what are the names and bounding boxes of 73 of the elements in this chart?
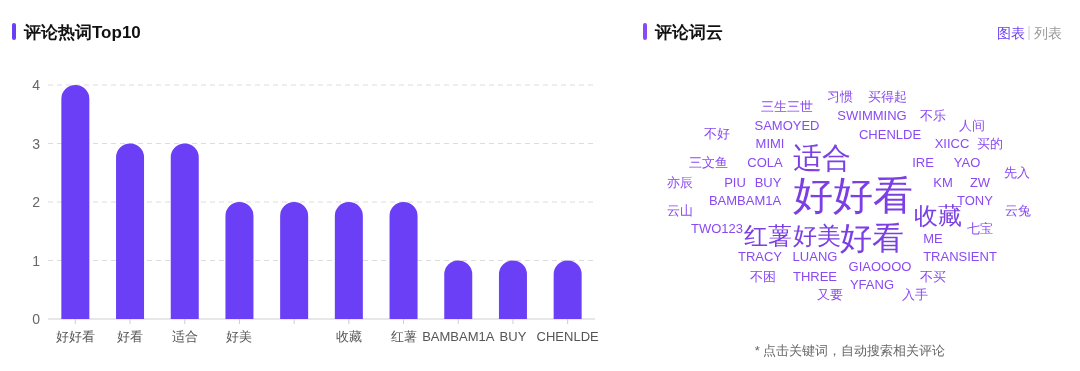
category-label: 云兔	[1005, 203, 1031, 218]
x-tick-label: 好美	[226, 329, 253, 344]
category-label: 买的	[977, 136, 1003, 151]
text: * 点击关键词，自动搜索相关评论	[754, 343, 946, 358]
category-label: 红薯	[744, 222, 792, 249]
category-label: BAMBAM1A	[708, 193, 782, 208]
x-tick-label: BUY	[499, 329, 527, 344]
x-tick-label: 好好看	[55, 329, 95, 344]
category-label: 习惯	[827, 89, 853, 104]
category-label: GIAOOOO	[848, 259, 912, 274]
bar	[280, 202, 309, 319]
category-label: 先入	[1004, 165, 1030, 180]
y-tick-label: 0	[32, 311, 41, 327]
category-label: THREE	[792, 269, 838, 284]
bar	[498, 260, 527, 319]
category-label: TRANSIENT	[923, 249, 997, 264]
category-label: 适合	[793, 142, 851, 174]
category-label: MIMI	[755, 136, 785, 151]
x-tick-label: 好看	[117, 329, 144, 344]
text: 图表	[997, 25, 1025, 41]
category-label: 好美	[793, 222, 841, 249]
bar	[170, 143, 199, 319]
category-label: 七宝	[967, 221, 993, 236]
bar	[225, 202, 254, 319]
category-label: TRACY	[737, 249, 783, 264]
x-tick-label: BAMBAM1A	[422, 329, 495, 344]
category-label: 三生三世	[761, 99, 813, 114]
category-label: YAO	[953, 155, 981, 170]
y-tick-label: 2	[32, 194, 41, 210]
chart-title: 评论热词Top10	[23, 23, 141, 42]
category-label: LUANG	[792, 249, 838, 264]
x-tick-label: CHENLDE	[536, 329, 600, 344]
category-label: 人间	[959, 118, 985, 133]
category-label: TONY	[957, 193, 994, 208]
category-label: CHENLDE	[858, 127, 922, 142]
category-label: TWO123	[690, 221, 744, 236]
bar	[116, 143, 145, 319]
x-tick-label: 收藏	[335, 329, 362, 344]
category-label: 亦辰	[667, 175, 693, 190]
x-tick-label: 红薯	[390, 329, 417, 344]
category-label: ZW	[969, 175, 991, 190]
y-tick-label: 3	[32, 135, 41, 152]
bar	[553, 260, 582, 319]
category-label: 云山	[667, 203, 693, 218]
bar	[389, 202, 418, 319]
category-label: COLA	[747, 155, 784, 170]
category-label: 三文鱼	[688, 155, 728, 170]
category-label: 买得起	[867, 89, 907, 104]
text: 列表	[1034, 25, 1062, 41]
text: 评论词云	[654, 23, 723, 42]
category-label: 不好	[704, 126, 730, 141]
y-tick-label: 1	[32, 252, 41, 269]
category-label: 又要	[817, 287, 843, 302]
category-label: 不乐	[920, 108, 946, 123]
category-label: SAMOYED	[754, 118, 820, 133]
category-label: YFANG	[849, 277, 895, 292]
bar	[444, 260, 473, 319]
category-label: BUY	[754, 175, 782, 190]
category-label: 不困	[750, 269, 776, 284]
category-label: PIU	[724, 175, 746, 190]
category-label: 好好看	[793, 173, 913, 217]
category-label: 入手	[902, 287, 928, 302]
y-tick-label: 4	[32, 77, 41, 93]
category-label: XIICC	[934, 136, 970, 151]
category-label: KM	[933, 175, 953, 190]
category-label: IRE	[912, 155, 935, 170]
x-tick-label: 适合	[171, 329, 198, 344]
bar	[334, 202, 363, 319]
category-label: ME	[923, 231, 944, 246]
category-label: 好看	[840, 220, 904, 256]
category-label: SWIMMING	[837, 108, 907, 123]
bar	[61, 85, 90, 319]
category-label: 不买	[920, 269, 946, 284]
